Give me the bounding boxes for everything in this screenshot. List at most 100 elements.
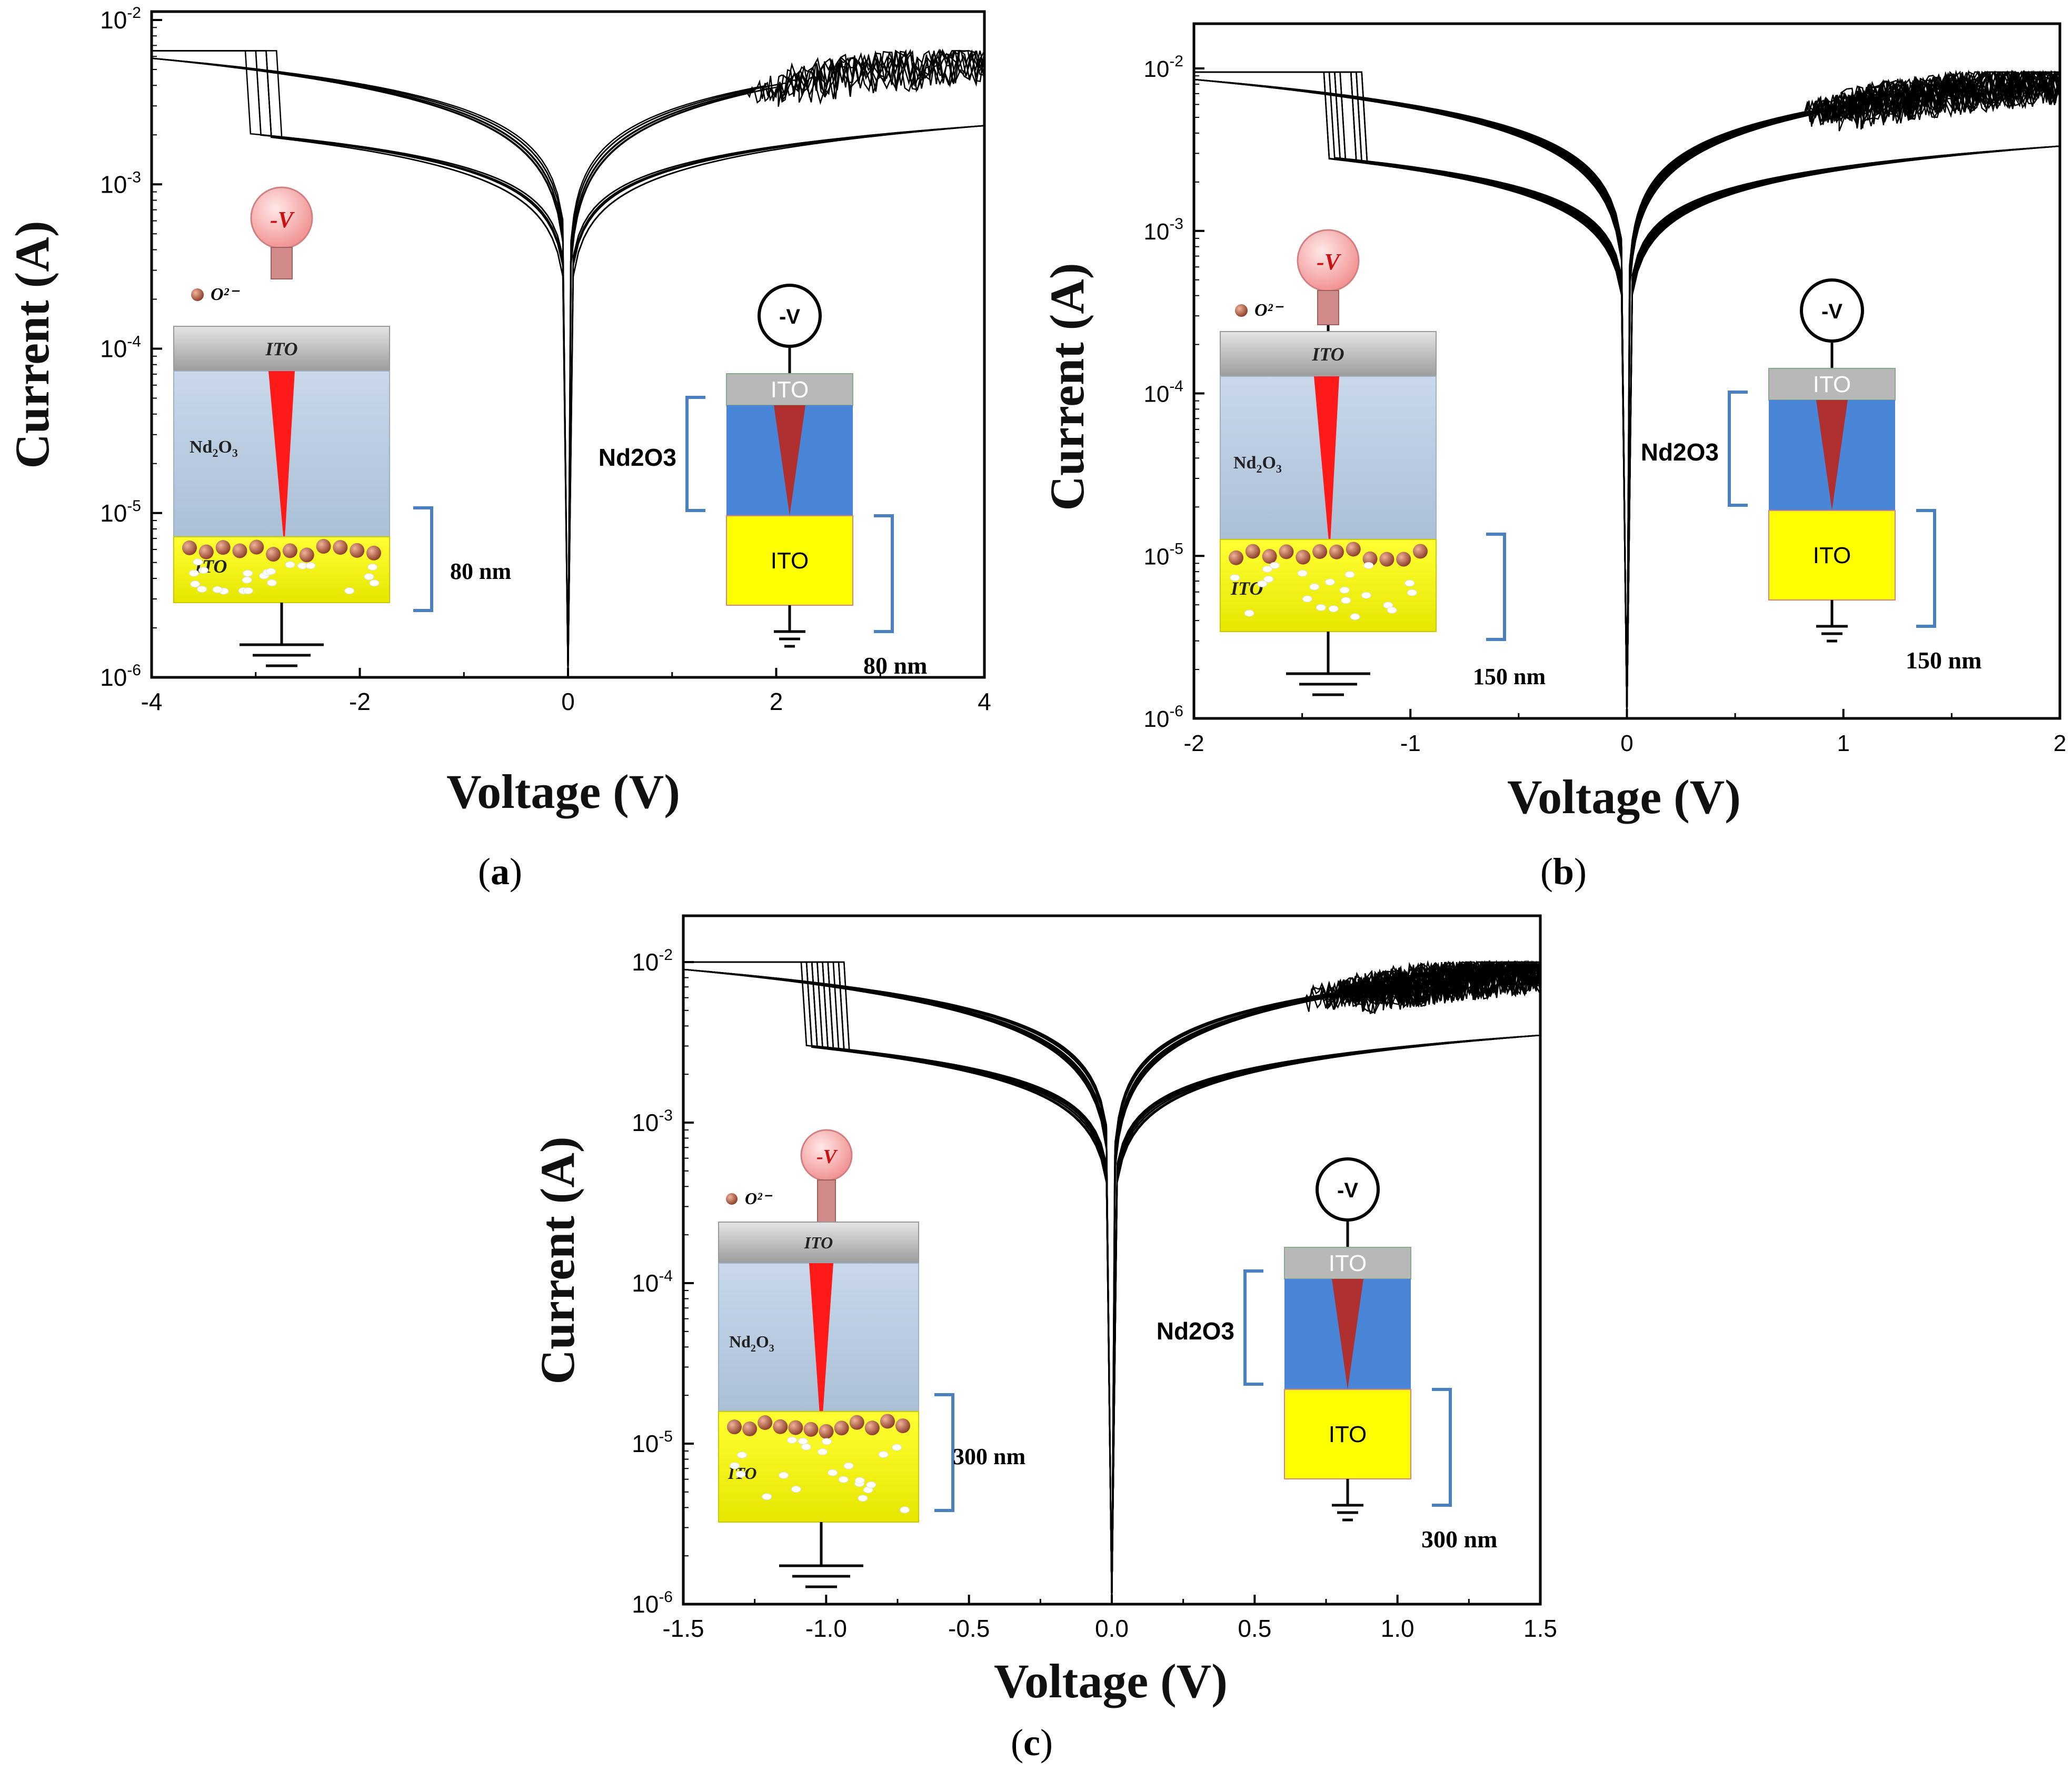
thickness-label-3d-a: 80 nm <box>450 558 511 584</box>
y-tick-base: 10 <box>100 6 127 34</box>
oxygen-ion <box>1396 552 1411 567</box>
vacancy <box>735 1470 746 1478</box>
ground-symbol-a <box>240 643 324 667</box>
x-axis-title-c: Voltage (V) <box>994 1654 1228 1708</box>
oxide-bracket <box>1243 1269 1263 1386</box>
oxide-bracket <box>1728 391 1748 507</box>
ion-legend-label-b: O²⁻ <box>1254 301 1284 320</box>
y-tick-exponent: -6 <box>659 1588 673 1606</box>
filament-c <box>809 1263 833 1437</box>
vacancy <box>305 562 316 569</box>
schematic-oxide-label: Nd2O3 <box>599 444 676 471</box>
y-tick-base: 10 <box>1143 706 1169 732</box>
y-tick-base: 10 <box>632 1109 659 1136</box>
panel-label-a: (a) <box>478 851 522 893</box>
oxygen-ions-c <box>727 1414 910 1514</box>
y-tick-base: 10 <box>632 948 659 976</box>
oxygen-ion <box>1312 544 1328 559</box>
schematic-thickness-label: 80 nm <box>863 652 927 679</box>
y-tick-label: 10-5 <box>632 1428 673 1457</box>
schematic-oxide-label: Nd2O3 <box>1157 1317 1234 1345</box>
vacancy <box>369 579 380 587</box>
schematic-top-ito-label: ITO <box>1329 1250 1367 1276</box>
y-tick-base: 10 <box>1143 219 1169 245</box>
y-tick-exponent: -2 <box>1169 53 1183 70</box>
vacancy <box>1269 562 1280 569</box>
oxygen-ion <box>198 544 214 559</box>
filament-b <box>1314 376 1339 553</box>
x-tick-label: 0 <box>561 688 575 715</box>
schematic-top-ito-label: ITO <box>1813 372 1851 397</box>
oxide-label-a: Nd2O3 <box>190 437 238 459</box>
panel-letter-a: a <box>491 851 510 893</box>
y-tick-label: 10-2 <box>632 946 673 976</box>
vacancy <box>197 585 207 593</box>
schematic-top-ito <box>1284 1247 1411 1279</box>
oxygen-ion <box>727 1419 742 1435</box>
vacancy <box>798 1437 808 1445</box>
vacancy <box>1257 580 1268 587</box>
schematic-thickness-label: 300 nm <box>1421 1526 1497 1553</box>
iv-cycle-curve <box>1193 69 2061 719</box>
vacancy <box>1407 589 1417 596</box>
schematic-bottom-ito <box>1768 510 1896 601</box>
oxygen-ion <box>864 1420 880 1436</box>
voltage-source-label: -V <box>1337 1179 1358 1202</box>
ion-legend-label-a: O²⁻ <box>211 285 240 304</box>
vacancy <box>866 1481 876 1488</box>
vacancy <box>1309 583 1320 591</box>
y-tick-base: 10 <box>632 1430 659 1457</box>
vacancy <box>1339 586 1350 594</box>
y-tick-exponent: -5 <box>659 1428 673 1445</box>
oxygen-ion <box>834 1420 849 1436</box>
thickness-bracket-3d-a <box>413 506 433 612</box>
vacancy <box>1328 605 1339 613</box>
ito-bracket <box>1432 1388 1452 1507</box>
x-tick-label: 0.5 <box>1238 1615 1271 1642</box>
ticks-c: -1.5 -1.0 -0.5 0.0 0.5 1.0 1.510-610-510-410-3… <box>632 946 1557 1642</box>
vacancy <box>1324 578 1335 586</box>
oxygen-ion <box>788 1420 803 1435</box>
vacancy <box>801 1443 811 1450</box>
vacancy <box>1316 604 1326 611</box>
x-tick-label: 1.5 <box>1523 1615 1557 1642</box>
vacancy <box>1344 571 1355 578</box>
ticks-b: -2 -1 0 1 210-610-510-410-310-2 <box>1143 53 2066 756</box>
y-tick-label: 10-2 <box>1143 53 1183 82</box>
oxygen-ion <box>1379 552 1394 567</box>
vacancy <box>817 1448 828 1456</box>
y-tick-exponent: -5 <box>127 497 141 515</box>
y-axis-title-c: Current (A) <box>531 1137 584 1385</box>
schematic-bottom-ito-label: ITO <box>1329 1422 1367 1447</box>
vacancy <box>1404 579 1415 587</box>
y-tick-exponent: -3 <box>659 1107 673 1124</box>
oxide-formula: Nd2O3 <box>1157 1317 1234 1345</box>
schematic-top-ito <box>726 373 853 406</box>
y-tick-exponent: -4 <box>127 333 141 351</box>
x-axis-title-b: Voltage (V) <box>1507 770 1741 824</box>
oxygen-ion <box>1245 544 1260 559</box>
y-tick-base: 10 <box>632 1590 659 1618</box>
vacancy <box>779 1472 789 1479</box>
device-3d-inset-b: -V O²⁻ ITO Nd2O3 ITO 150 nm <box>1220 229 1546 696</box>
vacancy <box>1387 606 1397 614</box>
curves-a <box>151 48 985 678</box>
vacancy <box>892 1444 902 1451</box>
y-tick-label: 10-6 <box>1143 703 1183 732</box>
vacancy <box>858 1495 868 1502</box>
oxygen-ion <box>366 545 381 561</box>
y-tick-base: 10 <box>100 664 127 691</box>
schematic-top-ito-label: ITO <box>771 377 809 403</box>
y-tick-label: 10-5 <box>100 497 141 527</box>
vacancy <box>285 561 295 568</box>
vacancy <box>364 573 374 581</box>
x-tick-label: -2 <box>349 688 371 715</box>
bottom-ito-label-b: ITO <box>1230 578 1263 599</box>
x-axis-title-a: Voltage (V) <box>446 765 680 818</box>
oxide-formula: Nd2O3 <box>1641 438 1719 466</box>
filament-a <box>268 371 295 547</box>
y-tick-exponent: -4 <box>1169 378 1183 395</box>
vacancy <box>198 567 208 574</box>
schematic-thickness-label: 150 nm <box>1906 647 1981 674</box>
